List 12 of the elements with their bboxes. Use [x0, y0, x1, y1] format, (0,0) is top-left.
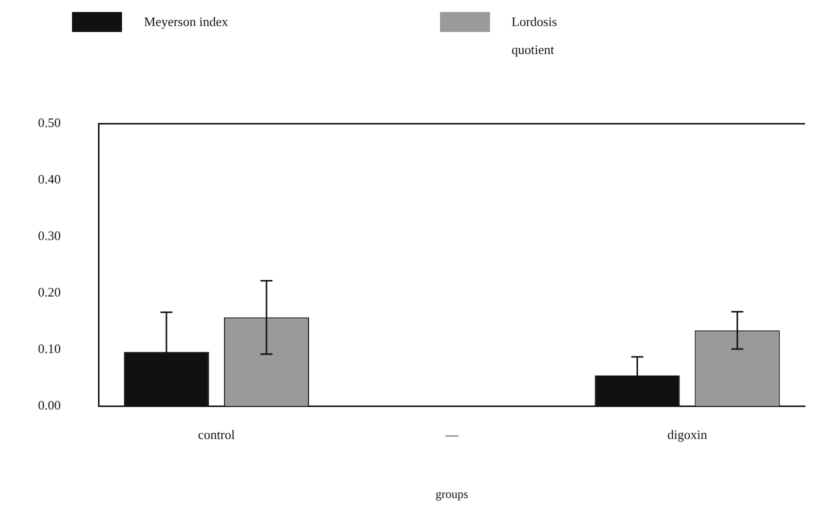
- x-tick-label: digoxin: [667, 427, 708, 442]
- y-tick-label: 0.30: [38, 228, 61, 244]
- x-tick-label: —: [444, 427, 460, 442]
- legend-label: Lordosis quotient: [512, 13, 558, 59]
- y-tick-label: 0.40: [38, 172, 61, 187]
- x-axis-title: groups: [436, 486, 469, 501]
- y-tick-label: 0.50: [38, 115, 61, 130]
- x-tick-label: control: [198, 427, 236, 442]
- y-tick-label: 0.10: [38, 340, 61, 356]
- y-tick-label: 0.20: [38, 284, 61, 300]
- legend-label: Meyerson index: [144, 13, 230, 31]
- y-tick-label: 0.00: [38, 397, 61, 412]
